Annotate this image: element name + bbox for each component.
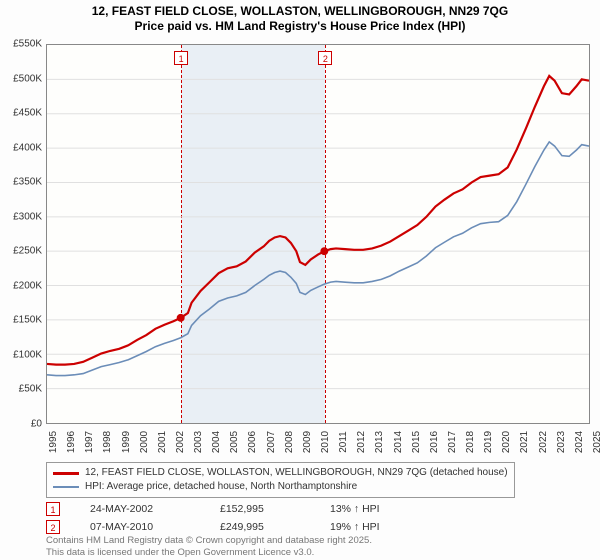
x-tick-label: 2000: [137, 431, 150, 453]
marker-number-box: 1: [46, 502, 60, 516]
y-tick-label: £0: [31, 419, 42, 430]
marker-detail-row: 1 24-MAY-2002 £152,995 13% ↑ HPI: [46, 502, 590, 516]
x-tick-label: 2017: [445, 431, 458, 453]
legend-box: 12, FEAST FIELD CLOSE, WOLLASTON, WELLIN…: [46, 462, 515, 498]
marker-dot-icon: [177, 314, 185, 322]
x-tick-label: 2013: [372, 431, 385, 453]
x-tick-label: 2005: [227, 431, 240, 453]
series-red: [47, 76, 589, 365]
x-tick-label: 2008: [282, 431, 295, 453]
x-tick-label: 2011: [336, 431, 349, 453]
y-tick-label: £400K: [13, 142, 42, 153]
x-tick-label: 2012: [354, 431, 367, 453]
marker-dots: [177, 247, 329, 322]
legend-red-label: 12, FEAST FIELD CLOSE, WOLLASTON, WELLIN…: [85, 466, 508, 480]
y-tick-label: £100K: [13, 349, 42, 360]
legend-blue: HPI: Average price, detached house, Nort…: [53, 480, 508, 494]
plot-area: 12: [46, 44, 590, 424]
marker-price: £249,995: [220, 521, 300, 533]
x-tick-label: 2021: [517, 431, 530, 453]
x-tick-label: 1996: [64, 431, 77, 453]
y-tick-label: £550K: [13, 39, 42, 50]
x-tick-label: 2001: [155, 431, 168, 453]
x-tick-label: 2002: [173, 431, 186, 453]
x-tick-label: 1999: [119, 431, 132, 453]
legend-blue-label: HPI: Average price, detached house, Nort…: [85, 480, 357, 494]
x-tick-label: 1995: [46, 431, 59, 453]
x-tick-label: 2020: [499, 431, 512, 453]
y-tick-label: £50K: [19, 384, 42, 395]
chart-svg: [47, 45, 589, 423]
x-tick-label: 1997: [82, 431, 95, 453]
y-tick-label: £500K: [13, 73, 42, 84]
x-tick-label: 2019: [481, 431, 494, 453]
marker-delta: 19% ↑ HPI: [330, 521, 380, 533]
chart-container: 12, FEAST FIELD CLOSE, WOLLASTON, WELLIN…: [0, 0, 600, 560]
y-tick-label: £250K: [13, 246, 42, 257]
footer: Contains HM Land Registry data © Crown c…: [46, 535, 372, 558]
x-tick-label: 2024: [572, 431, 585, 453]
footer-line2: This data is licensed under the Open Gov…: [46, 547, 372, 558]
marker-delta: 13% ↑ HPI: [330, 503, 380, 515]
x-tick-label: 2015: [409, 431, 422, 453]
title-line2: Price paid vs. HM Land Registry's House …: [0, 19, 600, 34]
legend-area: 12, FEAST FIELD CLOSE, WOLLASTON, WELLIN…: [46, 462, 590, 534]
x-tick-label: 2022: [536, 431, 549, 453]
x-tick-label: 2009: [300, 431, 313, 453]
series-blue: [47, 142, 589, 376]
x-tick-label: 2023: [554, 431, 567, 453]
swatch-red-icon: [53, 472, 79, 475]
y-tick-label: £300K: [13, 211, 42, 222]
marker-detail-row: 2 07-MAY-2010 £249,995 19% ↑ HPI: [46, 520, 590, 534]
marker-number-box: 2: [318, 51, 332, 65]
x-tick-label: 2007: [264, 431, 277, 453]
x-tick-label: 2016: [427, 431, 440, 453]
marker-dot-icon: [320, 247, 328, 255]
title-line1: 12, FEAST FIELD CLOSE, WOLLASTON, WELLIN…: [0, 4, 600, 19]
x-tick-label: 2018: [463, 431, 476, 453]
x-tick-label: 2010: [318, 431, 331, 453]
y-tick-label: £150K: [13, 315, 42, 326]
y-tick-label: £200K: [13, 280, 42, 291]
marker-date: 07-MAY-2010: [90, 521, 190, 533]
marker-detail-rows: 1 24-MAY-2002 £152,995 13% ↑ HPI 2 07-MAY-201…: [46, 502, 590, 534]
swatch-blue-icon: [53, 486, 79, 488]
x-tick-label: 1998: [100, 431, 113, 453]
marker-number-box: 1: [174, 51, 188, 65]
y-tick-label: £350K: [13, 177, 42, 188]
y-tick-label: £450K: [13, 108, 42, 119]
x-tick-label: 2003: [191, 431, 204, 453]
footer-line1: Contains HM Land Registry data © Crown c…: [46, 535, 372, 546]
x-tick-label: 2006: [245, 431, 258, 453]
y-axis: £0£50K£100K£150K£200K£250K£300K£350K£400…: [0, 44, 44, 424]
x-axis: 1995 1996 1997 1998 1999 2000 2001 2002 2003 2004…: [46, 426, 590, 462]
marker-date: 24-MAY-2002: [90, 503, 190, 515]
legend-red: 12, FEAST FIELD CLOSE, WOLLASTON, WELLIN…: [53, 466, 508, 480]
chart-title: 12, FEAST FIELD CLOSE, WOLLASTON, WELLIN…: [0, 0, 600, 34]
marker-number-box: 2: [46, 520, 60, 534]
gridlines: [47, 79, 589, 388]
x-tick-label: 2004: [209, 431, 222, 453]
x-tick-label: 2025: [590, 431, 600, 453]
marker-price: £152,995: [220, 503, 300, 515]
x-tick-label: 2014: [391, 431, 404, 453]
